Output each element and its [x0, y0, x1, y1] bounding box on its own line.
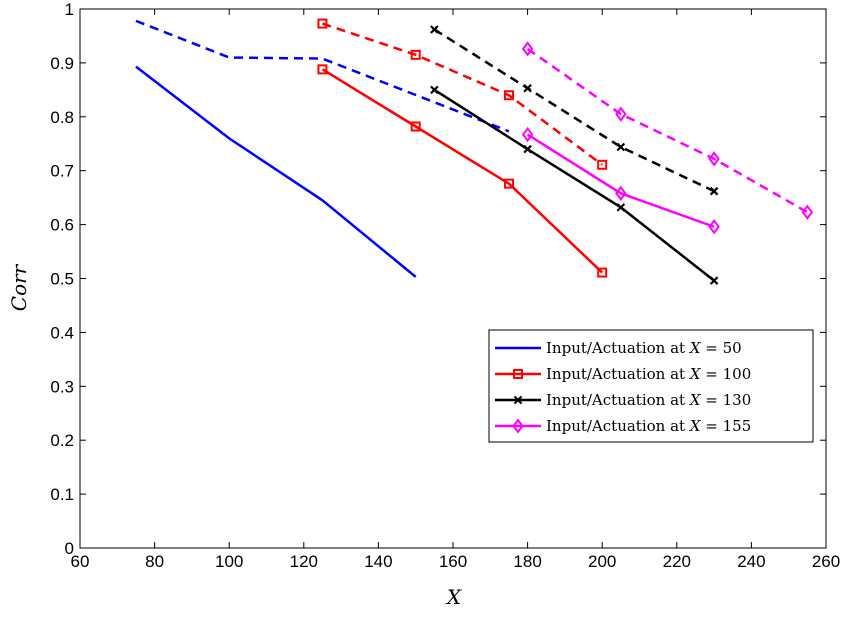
series-3-dashed-point	[709, 186, 719, 196]
x-tick-label: 80	[145, 552, 164, 571]
y-tick-label: 0.1	[50, 485, 74, 504]
series-4-dashed-point	[801, 204, 814, 220]
legend-item: Input/Actuation at X = 155	[495, 417, 751, 435]
series-2-dashed-point	[410, 49, 421, 60]
series-4	[521, 41, 814, 235]
y-tick-label: 0.9	[50, 54, 74, 73]
y-tick-label: 0.4	[50, 323, 74, 342]
legend-marker	[512, 418, 524, 434]
y-tick-label: 0.8	[50, 108, 74, 127]
legend-item: Input/Actuation at X = 50	[495, 339, 742, 357]
y-tick-label: 0.5	[50, 270, 74, 289]
series-2-solid-point	[317, 64, 328, 75]
series-3-dashed-point	[523, 83, 532, 93]
x-tick-label: 160	[439, 552, 467, 571]
legend-marker	[513, 369, 523, 379]
series-1	[135, 19, 510, 278]
series-3-solid-point	[709, 276, 719, 285]
series-1-dashed-line	[135, 19, 510, 133]
y-tick-label: 0.7	[50, 162, 74, 181]
legend-label: Input/Actuation at X = 100	[546, 365, 751, 383]
x-axis-label: X	[445, 585, 462, 609]
series-4-solid-point	[615, 185, 627, 202]
series-3-solid-line	[433, 88, 715, 282]
series-3-solid-point	[616, 203, 626, 212]
x-tick-label: 220	[663, 552, 691, 571]
series-4-dashed-point	[521, 41, 534, 57]
legend-item: Input/Actuation at X = 100	[495, 365, 751, 383]
series-2-solid-point	[410, 121, 421, 132]
legend-marker	[513, 395, 523, 405]
legend-label: Input/Actuation at X = 155	[546, 417, 751, 435]
series-2-solid-point	[597, 267, 608, 278]
legend-label: Input/Actuation at X = 50	[546, 339, 742, 357]
series-4-dashed-line	[526, 47, 808, 214]
series-3-solid-point	[523, 144, 532, 154]
series-3-dashed-point	[430, 25, 439, 34]
series-4-dashed-point	[708, 151, 720, 167]
legend: Input/Actuation at X = 50 Input/Actuation…	[488, 329, 814, 443]
series-3-solid-point	[430, 85, 439, 95]
x-tick-label: 60	[71, 552, 90, 571]
series-2	[317, 18, 608, 278]
legend-label: Input/Actuation at X = 130	[546, 391, 751, 409]
y-axis-label: Corr	[7, 263, 31, 311]
x-tick-label: 180	[513, 552, 541, 571]
x-tick-label: 100	[215, 552, 243, 571]
series-2-dashed-line	[322, 22, 603, 166]
series-4-solid-line	[526, 133, 715, 228]
plot-area	[80, 9, 826, 548]
legend-box	[488, 329, 814, 443]
x-tick-label: 240	[737, 552, 765, 571]
tick-labels: 60 80 100 120 140 160 180 200 220 240 260 0 0.1 0.2 0.…	[50, 0, 840, 571]
series-2-dashed-point	[503, 90, 514, 101]
x-tick-label: 200	[588, 552, 616, 571]
series-2-dashed-point	[597, 159, 608, 170]
series-3	[430, 25, 719, 285]
series-2-solid-point	[503, 178, 514, 189]
series-2-dashed-point	[317, 18, 328, 29]
axes	[79, 8, 827, 549]
series-3-dashed-line	[433, 28, 715, 193]
y-tick-label: 1	[65, 0, 74, 19]
y-tick-label: 0.6	[50, 216, 74, 235]
x-tick-label: 260	[812, 552, 840, 571]
series-4-solid-point	[708, 219, 720, 235]
series-4-solid-point	[521, 126, 534, 143]
y-tick-label: 0.2	[50, 431, 74, 450]
series-lines	[135, 18, 814, 285]
series-1-solid-line	[135, 65, 417, 278]
series-4-dashed-point	[615, 106, 627, 122]
y-tick-label: 0.3	[50, 377, 74, 396]
x-tick-label: 140	[364, 552, 392, 571]
legend-item: Input/Actuation at X = 130	[495, 391, 751, 409]
series-3-dashed-point	[616, 142, 626, 152]
y-tick-label: 0	[65, 539, 74, 558]
x-tick-label: 120	[290, 552, 318, 571]
series-2-solid-line	[321, 68, 604, 274]
